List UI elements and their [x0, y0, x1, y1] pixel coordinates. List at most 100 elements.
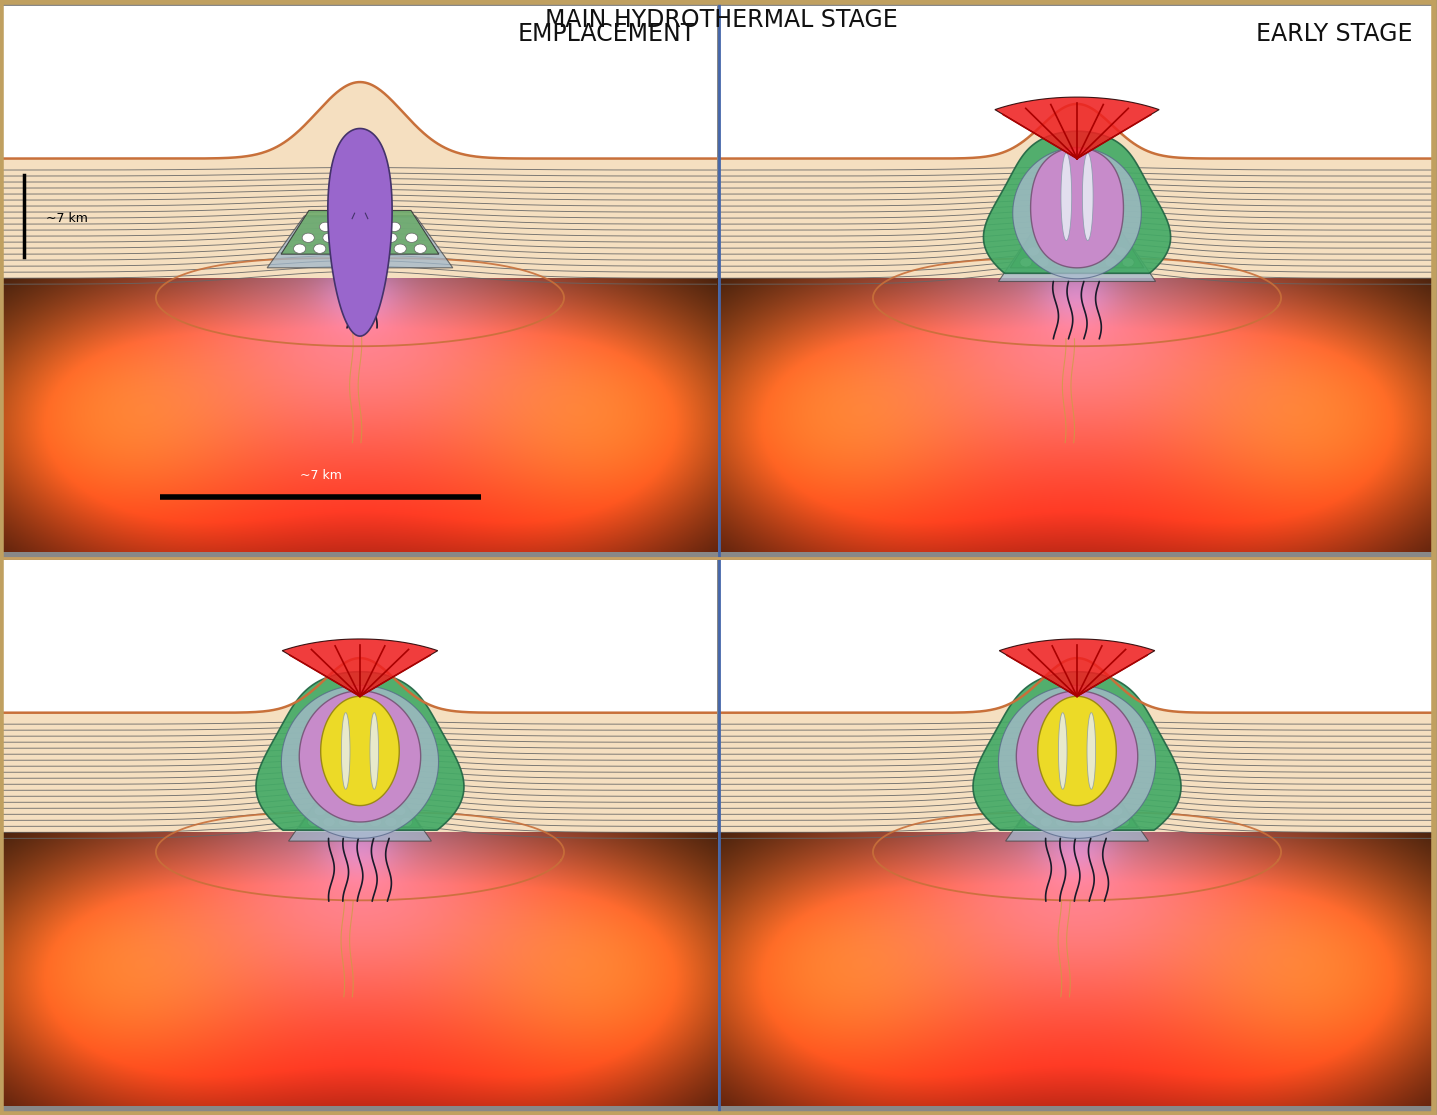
Circle shape: [414, 244, 427, 253]
Circle shape: [1038, 258, 1049, 266]
Circle shape: [388, 222, 401, 232]
Circle shape: [405, 233, 418, 242]
Polygon shape: [1013, 147, 1141, 279]
Polygon shape: [1038, 696, 1117, 805]
Circle shape: [345, 795, 358, 805]
Polygon shape: [282, 639, 438, 696]
Circle shape: [1025, 817, 1036, 826]
Circle shape: [336, 211, 349, 221]
Circle shape: [394, 806, 405, 816]
Circle shape: [315, 806, 326, 816]
Polygon shape: [282, 686, 438, 838]
Circle shape: [302, 233, 315, 242]
Polygon shape: [1016, 691, 1138, 822]
Circle shape: [331, 806, 342, 816]
Polygon shape: [720, 0, 1434, 158]
Circle shape: [323, 233, 335, 242]
Text: ~7 km: ~7 km: [300, 469, 342, 482]
Circle shape: [308, 817, 319, 826]
Circle shape: [1102, 817, 1114, 826]
Circle shape: [1122, 258, 1134, 266]
Circle shape: [364, 233, 376, 242]
Circle shape: [1079, 806, 1091, 816]
Circle shape: [354, 817, 366, 826]
Circle shape: [369, 817, 381, 826]
Circle shape: [323, 817, 335, 826]
Polygon shape: [1010, 230, 1144, 268]
Circle shape: [394, 244, 407, 253]
Polygon shape: [282, 211, 438, 254]
Circle shape: [342, 222, 355, 232]
Polygon shape: [1006, 801, 1148, 841]
Circle shape: [1062, 246, 1075, 256]
Circle shape: [1101, 236, 1112, 245]
Circle shape: [1098, 246, 1109, 256]
Polygon shape: [299, 691, 421, 822]
Polygon shape: [267, 216, 453, 268]
Circle shape: [339, 817, 351, 826]
Circle shape: [313, 244, 326, 253]
Text: ~7 km: ~7 km: [46, 212, 88, 225]
Polygon shape: [703, 546, 1437, 838]
Polygon shape: [0, 0, 734, 284]
Polygon shape: [703, 0, 1437, 284]
Circle shape: [1027, 246, 1039, 256]
Circle shape: [1053, 258, 1066, 266]
Polygon shape: [1082, 153, 1094, 241]
Circle shape: [1056, 817, 1068, 826]
Polygon shape: [983, 132, 1171, 273]
Circle shape: [362, 795, 375, 805]
Circle shape: [1063, 806, 1075, 816]
Polygon shape: [3, 0, 717, 158]
Circle shape: [333, 244, 346, 253]
Circle shape: [1062, 236, 1073, 245]
Polygon shape: [1016, 795, 1138, 827]
Circle shape: [343, 233, 356, 242]
Polygon shape: [352, 213, 368, 219]
Circle shape: [1079, 246, 1092, 256]
Circle shape: [1032, 806, 1043, 816]
Circle shape: [1040, 817, 1052, 826]
Circle shape: [319, 222, 332, 232]
Polygon shape: [1086, 712, 1095, 789]
Circle shape: [362, 806, 374, 816]
Polygon shape: [720, 546, 1434, 712]
Circle shape: [401, 817, 412, 826]
Polygon shape: [328, 128, 392, 336]
Polygon shape: [999, 235, 1155, 281]
Circle shape: [1048, 806, 1059, 816]
Polygon shape: [1059, 712, 1068, 789]
Circle shape: [1020, 258, 1032, 266]
Text: EARLY STAGE: EARLY STAGE: [1256, 22, 1413, 46]
Circle shape: [374, 244, 387, 253]
Circle shape: [1071, 258, 1083, 266]
Circle shape: [328, 795, 339, 805]
Circle shape: [1062, 795, 1075, 805]
Polygon shape: [320, 696, 399, 805]
Circle shape: [365, 222, 378, 232]
Circle shape: [378, 806, 389, 816]
Polygon shape: [342, 712, 351, 789]
Circle shape: [346, 806, 358, 816]
Circle shape: [1085, 225, 1098, 234]
Polygon shape: [999, 686, 1155, 838]
Circle shape: [354, 244, 366, 253]
Circle shape: [293, 244, 306, 253]
Polygon shape: [999, 639, 1155, 696]
Circle shape: [1115, 246, 1127, 256]
Circle shape: [385, 233, 397, 242]
Circle shape: [1111, 806, 1122, 816]
Circle shape: [1118, 817, 1129, 826]
Polygon shape: [256, 671, 464, 831]
Polygon shape: [3, 546, 717, 712]
Circle shape: [371, 211, 384, 221]
Polygon shape: [1061, 153, 1072, 241]
Circle shape: [1086, 817, 1098, 826]
Circle shape: [1081, 236, 1092, 245]
Polygon shape: [1030, 147, 1124, 268]
Circle shape: [385, 817, 397, 826]
Polygon shape: [0, 546, 734, 838]
Circle shape: [1071, 817, 1083, 826]
Circle shape: [1056, 225, 1069, 234]
Circle shape: [1045, 795, 1056, 805]
